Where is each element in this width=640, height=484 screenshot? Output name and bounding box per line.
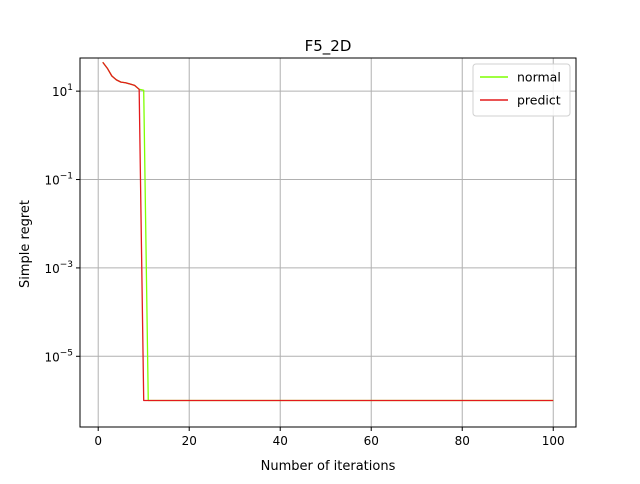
x-tick-label: 100: [542, 434, 565, 448]
legend-label-normal: normal: [517, 70, 561, 85]
x-tick-label: 40: [273, 434, 288, 448]
series-line-predict: [102, 61, 554, 402]
legend-label-predict: predict: [517, 93, 561, 108]
chart-title: F5_2D: [305, 37, 352, 56]
grid-lines: [80, 58, 576, 427]
x-tick-label: 60: [364, 434, 379, 448]
x-tick-label: 80: [455, 434, 470, 448]
plot-frame: [79, 57, 577, 428]
y-axis: 101 10−1 10−3 10−5: [44, 83, 80, 364]
y-axis-label: Simple regret: [18, 200, 33, 288]
y-tick-label: 101: [52, 83, 73, 99]
x-axis: 0 20 40 60 80 100: [94, 427, 565, 448]
legend: normal predict: [472, 63, 571, 117]
x-axis-label: Number of iterations: [261, 459, 396, 474]
y-tick-label: 10−3: [44, 260, 73, 276]
x-tick-label: 20: [182, 434, 197, 448]
y-tick-label: 10−5: [44, 348, 73, 364]
x-tick-label: 0: [94, 434, 102, 448]
series-lines: [102, 61, 554, 402]
y-tick-label: 10−1: [44, 172, 73, 188]
